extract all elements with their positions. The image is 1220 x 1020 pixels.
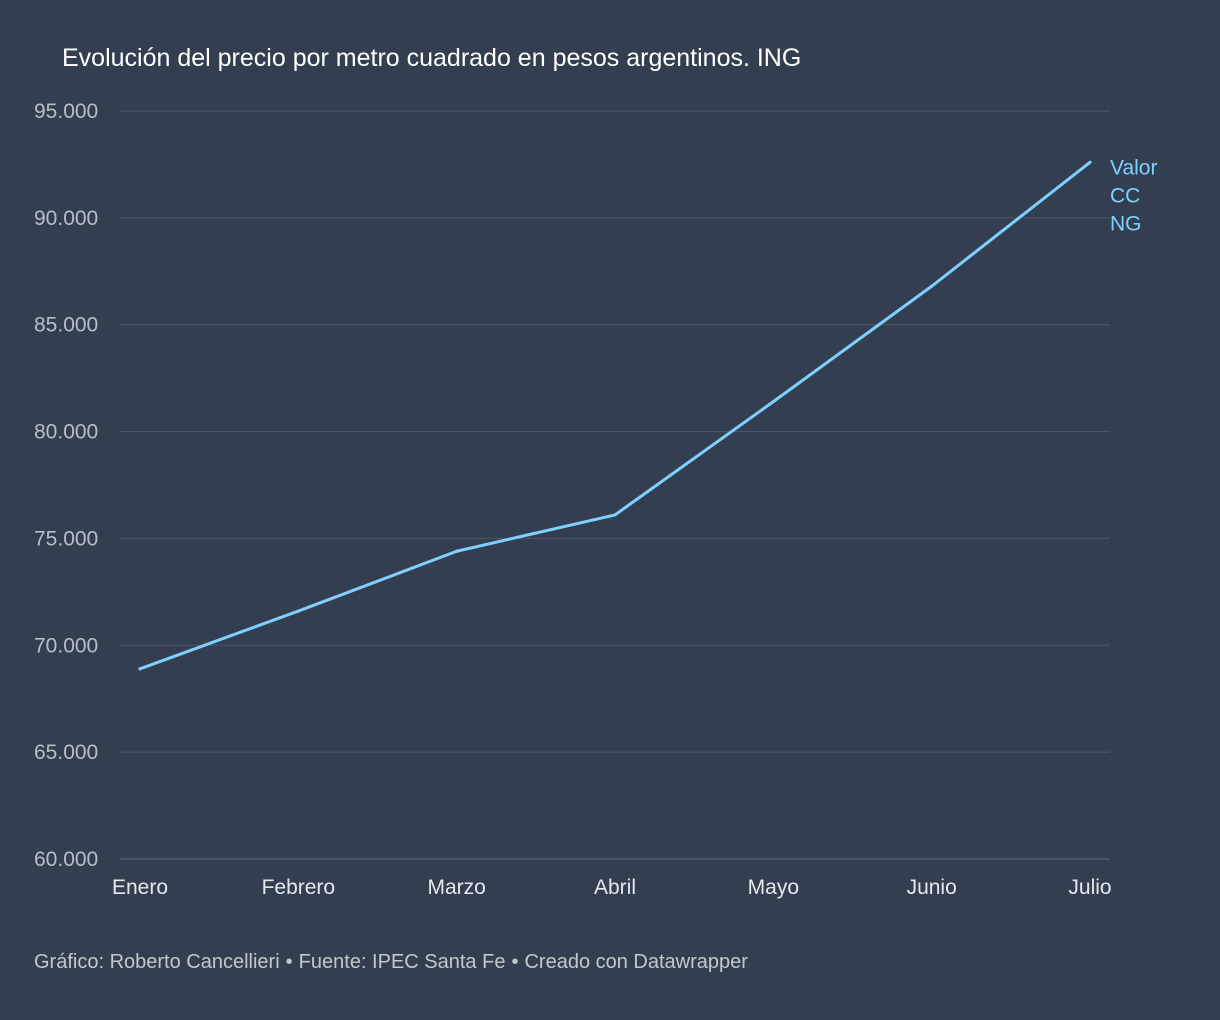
series-label: Valor: [1110, 156, 1157, 179]
x-tick-label: Junio: [907, 876, 957, 899]
data-point: [455, 549, 459, 553]
x-tick-label: Abril: [594, 876, 636, 899]
series-label: NG: [1110, 212, 1142, 235]
y-tick-label: 85.000: [34, 314, 98, 337]
x-tick-label: Marzo: [427, 876, 485, 899]
chart-title: Evolución del precio por metro cuadrado …: [62, 44, 802, 72]
series-line: [138, 160, 1092, 671]
chart-footer: Gráfico: Roberto Cancellieri • Fuente: IPE…: [34, 951, 748, 974]
footer-source: Fuente: IPEC Santa Fe: [298, 951, 506, 973]
footer-separator: •: [511, 951, 519, 973]
footer-credit: Gráfico: Roberto Cancellieri: [34, 951, 280, 973]
footer-separator: •: [285, 951, 293, 973]
series-label: CC: [1110, 184, 1140, 207]
x-tick-label: Mayo: [748, 876, 799, 899]
y-tick-label: 60.000: [34, 848, 98, 871]
data-point: [296, 609, 300, 613]
data-point: [138, 667, 142, 671]
y-tick-label: 80.000: [34, 421, 98, 444]
y-tick-label: 70.000: [34, 634, 98, 657]
x-tick-label: Julio: [1068, 876, 1111, 899]
data-point: [771, 400, 775, 404]
x-tick-label: Febrero: [262, 876, 336, 899]
data-point: [1088, 160, 1092, 164]
data-point: [930, 284, 934, 288]
y-tick-label: 75.000: [34, 527, 98, 550]
y-tick-label: 90.000: [34, 207, 98, 230]
footer-tool: Creado con Datawrapper: [524, 951, 748, 973]
y-tick-label: 95.000: [34, 100, 98, 123]
data-point: [613, 513, 617, 517]
x-tick-label: Enero: [112, 876, 168, 899]
y-tick-label: 65.000: [34, 741, 98, 764]
